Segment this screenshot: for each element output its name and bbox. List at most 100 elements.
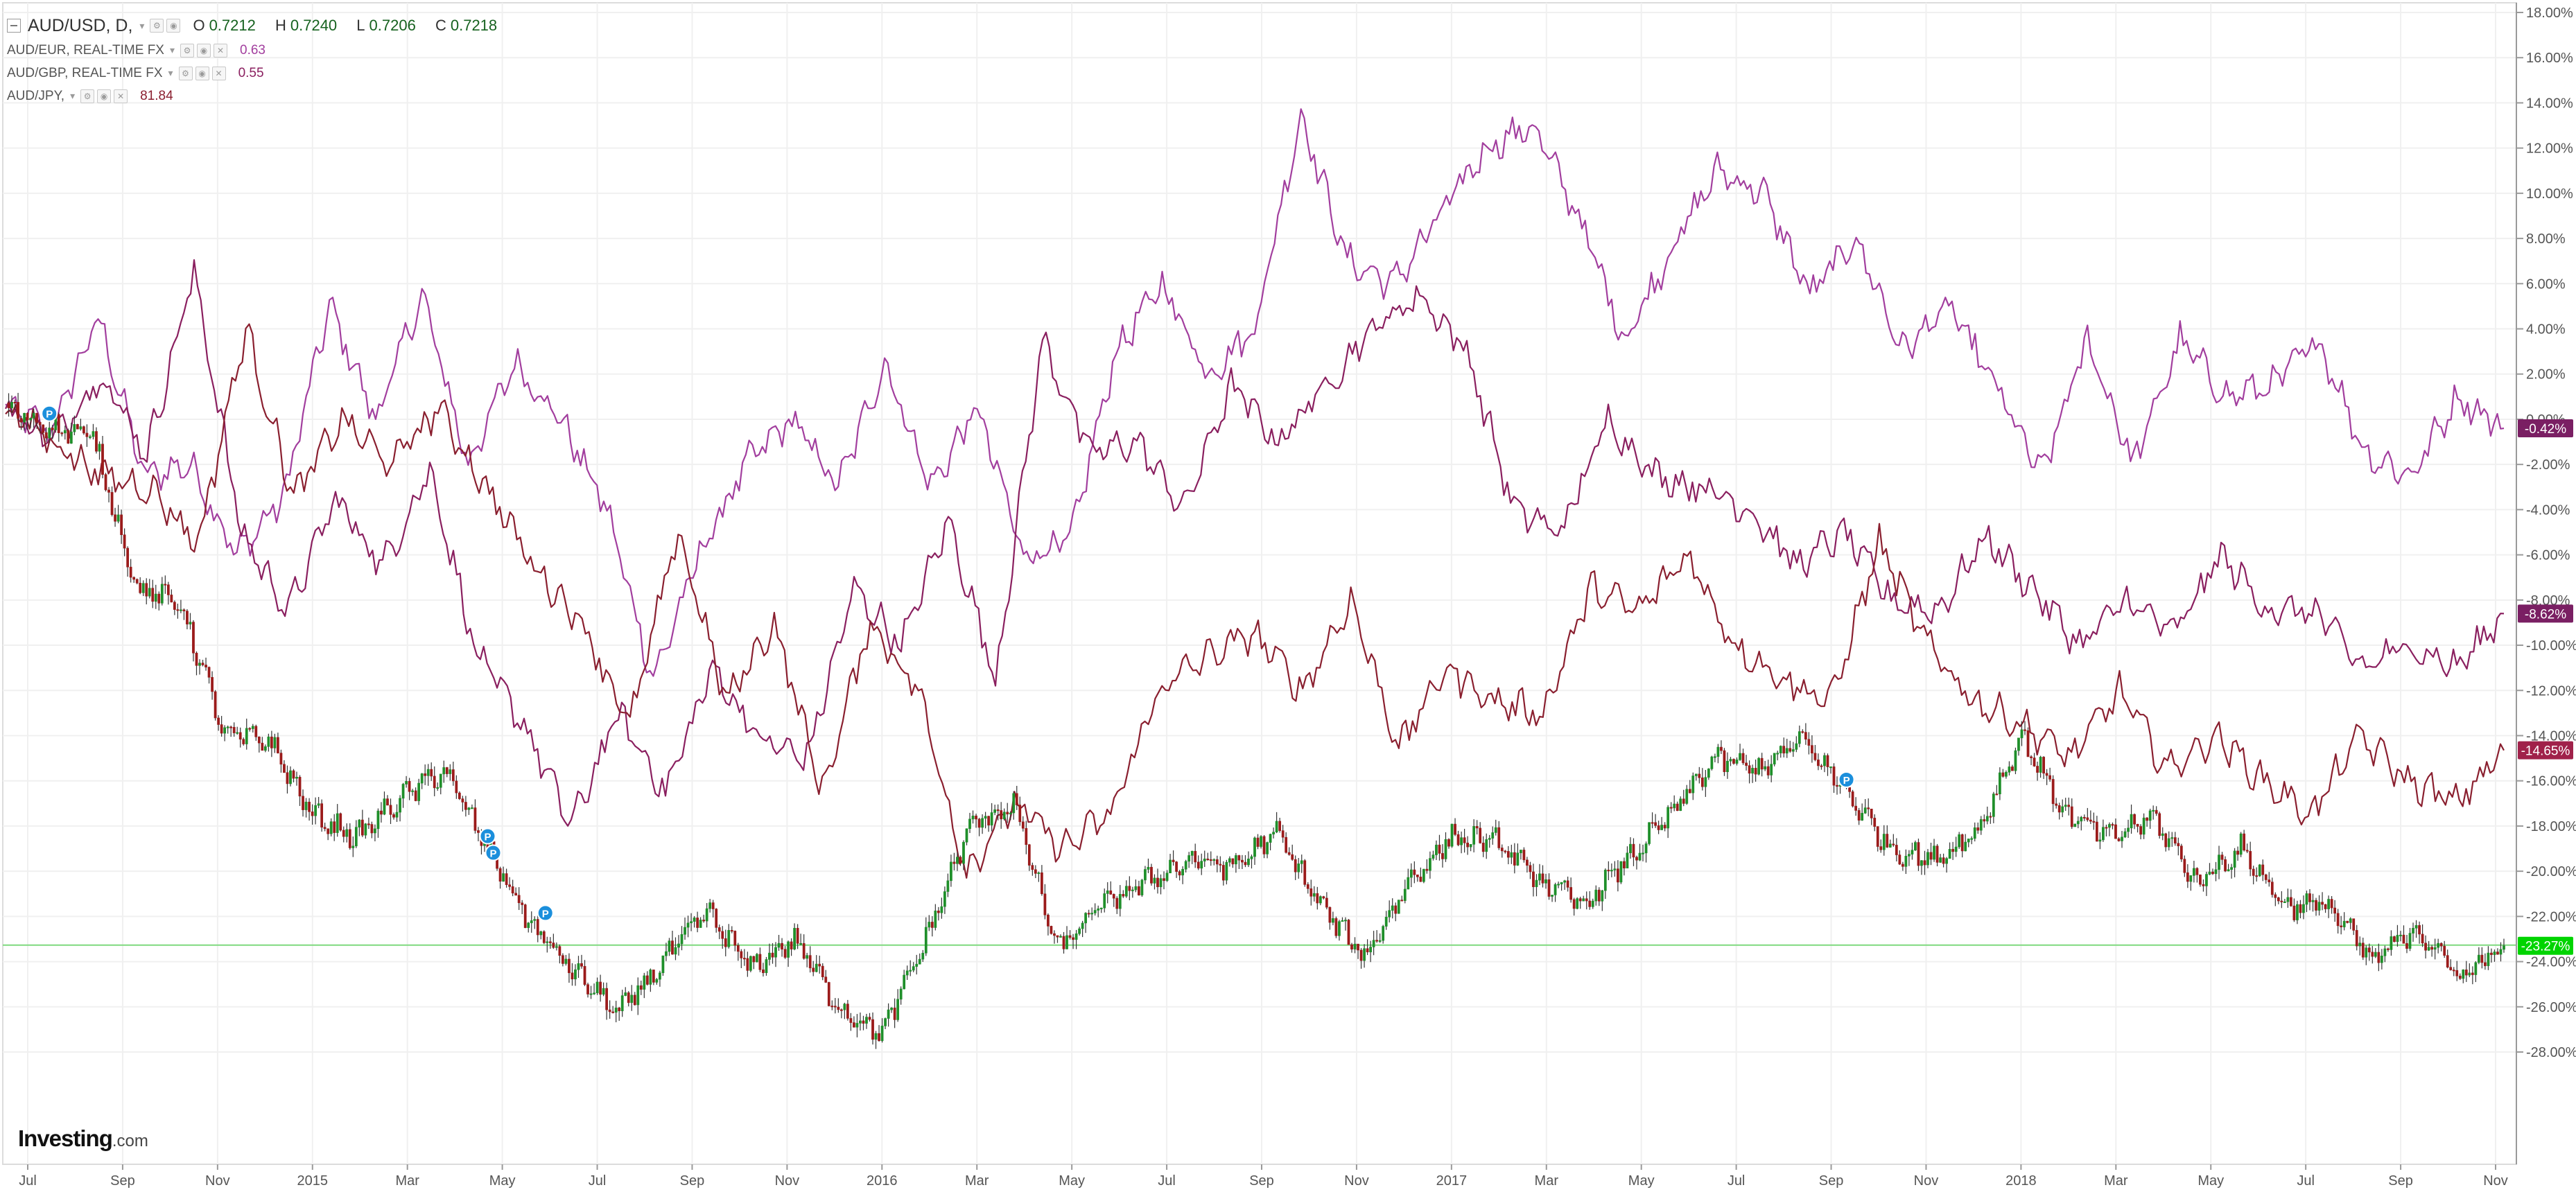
- p-marker[interactable]: P: [479, 827, 496, 845]
- candle: [1735, 757, 1739, 766]
- candle: [2057, 803, 2061, 820]
- candle: [1939, 854, 1942, 864]
- p-marker[interactable]: P: [485, 844, 502, 861]
- candle: [1053, 930, 1056, 944]
- chevron-down-icon[interactable]: ▾: [168, 67, 173, 78]
- candle: [2098, 832, 2102, 850]
- candle: [577, 956, 580, 979]
- candle: [1669, 802, 1673, 814]
- main-symbol[interactable]: AUD/USD, D,: [28, 15, 133, 35]
- close-icon[interactable]: ✕: [211, 66, 226, 80]
- candle: [257, 736, 261, 753]
- candle: [467, 807, 471, 815]
- candle: [937, 906, 940, 921]
- candle: [2076, 816, 2080, 829]
- candle: [1776, 751, 1779, 761]
- p-marker[interactable]: P: [41, 405, 58, 422]
- candle: [1964, 834, 1967, 852]
- candle: [2102, 819, 2105, 842]
- candle: [624, 987, 627, 997]
- candle: [1291, 844, 1294, 861]
- chevron-down-icon[interactable]: ▾: [139, 19, 145, 31]
- collapse-icon[interactable]: [7, 19, 21, 33]
- legend-row-aud-jpy[interactable]: AUD/JPY, ▾ ⚙ ◉ ✕ 81.84: [7, 85, 512, 107]
- candle: [1666, 805, 1670, 839]
- visibility-icon[interactable]: ◉: [197, 43, 211, 58]
- legend-main-row[interactable]: AUD/USD, D, ▾ ⚙ ◉ O 0.7212 H 0.7240 L 0.720…: [7, 12, 512, 39]
- chevron-down-icon[interactable]: ▾: [169, 44, 175, 55]
- y-tick-label: -28.00%: [2526, 1045, 2576, 1060]
- candle: [1084, 912, 1088, 934]
- chevron-down-icon[interactable]: ▾: [70, 90, 76, 101]
- candle: [386, 795, 389, 806]
- symbol-aud-gbp[interactable]: AUD/GBP, REAL-TIME FX: [7, 65, 163, 80]
- candle: [787, 940, 790, 967]
- candle: [733, 930, 737, 952]
- candle: [1682, 789, 1685, 807]
- legend-row-aud-gbp[interactable]: AUD/GBP, REAL-TIME FX ▾ ⚙ ◉ ✕ 0.55: [7, 62, 512, 85]
- candle: [896, 989, 900, 1022]
- candle: [1391, 898, 1394, 919]
- symbol-aud-eur[interactable]: AUD/EUR, REAL-TIME FX: [7, 42, 164, 58]
- x-tick-label: 2016: [867, 1173, 898, 1189]
- candle: [57, 412, 60, 442]
- candle: [2073, 823, 2077, 827]
- legend-row-aud-eur[interactable]: AUD/EUR, REAL-TIME FX ▾ ⚙ ◉ ✕ 0.63: [7, 39, 512, 62]
- candle: [2299, 900, 2302, 919]
- candle: [1456, 830, 1460, 847]
- symbol-aud-jpy[interactable]: AUD/JPY,: [7, 88, 65, 103]
- candle: [1826, 753, 1829, 776]
- visibility-icon[interactable]: ◉: [166, 19, 181, 33]
- candle: [2127, 819, 2130, 839]
- candle: [899, 986, 903, 1005]
- candle: [1520, 850, 1522, 860]
- visibility-icon[interactable]: ◉: [195, 66, 209, 80]
- candle: [370, 821, 374, 839]
- settings-icon[interactable]: ⚙: [178, 66, 193, 80]
- candle: [2333, 900, 2337, 922]
- candle: [245, 718, 248, 750]
- candle: [1247, 851, 1250, 868]
- candle: [608, 1000, 611, 1019]
- candle: [2283, 899, 2286, 903]
- candle: [2430, 945, 2434, 957]
- p-marker[interactable]: P: [537, 904, 554, 922]
- candle: [182, 608, 186, 620]
- candle: [659, 970, 661, 987]
- candle: [1836, 776, 1838, 795]
- p-marker[interactable]: P: [1838, 771, 1855, 788]
- close-icon[interactable]: ✕: [114, 89, 128, 103]
- candle: [1989, 812, 1992, 824]
- candle: [2437, 938, 2440, 954]
- candle: [2380, 949, 2383, 970]
- x-tick-label: Nov: [1914, 1173, 1939, 1189]
- candle: [1857, 807, 1861, 825]
- x-tick-label: Mar: [395, 1173, 419, 1189]
- visibility-icon[interactable]: ◉: [97, 89, 112, 103]
- settings-icon[interactable]: ⚙: [150, 19, 164, 33]
- settings-icon[interactable]: ⚙: [180, 43, 195, 58]
- candle: [2036, 762, 2039, 781]
- candle: [2233, 848, 2236, 877]
- candle: [1926, 849, 1929, 868]
- candle: [1485, 833, 1488, 859]
- candle: [110, 486, 114, 517]
- candle: [1184, 859, 1187, 873]
- y-tick-label: -22.00%: [2526, 909, 2576, 924]
- candle: [151, 579, 155, 608]
- candle: [1541, 865, 1544, 888]
- candle: [2005, 770, 2008, 779]
- candle: [1297, 858, 1300, 879]
- candle: [1892, 834, 1895, 847]
- candle: [1344, 917, 1347, 931]
- candle: [1175, 861, 1178, 878]
- candle: [2355, 924, 2358, 951]
- candle: [599, 974, 602, 1002]
- close-icon[interactable]: ✕: [214, 43, 228, 58]
- settings-icon[interactable]: ⚙: [80, 89, 95, 103]
- x-tick-label: Sep: [1819, 1173, 1844, 1189]
- candle: [248, 727, 252, 732]
- candle: [1081, 920, 1084, 938]
